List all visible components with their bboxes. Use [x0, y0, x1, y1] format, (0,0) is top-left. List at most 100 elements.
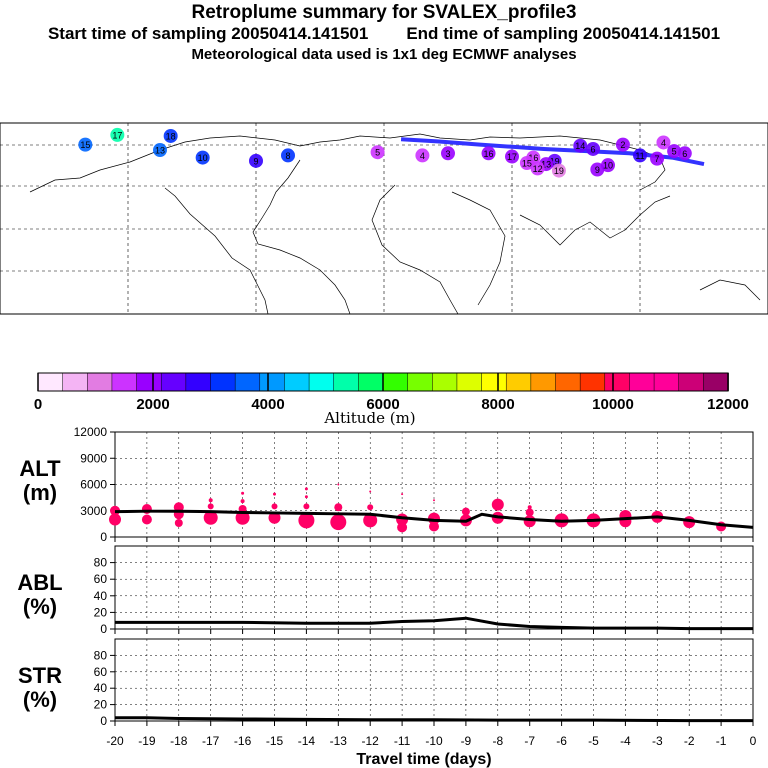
colorbar-cell: [432, 372, 458, 392]
alt-cluster-point: [141, 514, 152, 525]
colorbar-cell: [456, 372, 483, 392]
coastline-asia-south: [519, 195, 671, 246]
panel-ytick-label: 20: [94, 698, 108, 712]
colorbar-cell: [555, 372, 581, 392]
colorbar-cell: [160, 372, 187, 392]
x-tick-label: -3: [652, 734, 663, 748]
x-tick-label: -2: [684, 734, 695, 748]
alt-cluster-point: [367, 504, 374, 511]
map-marker-label: 16: [484, 149, 494, 159]
series-line-abl: [115, 616, 753, 631]
map-marker-label: 3: [445, 149, 450, 159]
series-line-str: [115, 716, 753, 723]
x-tick-label: -10: [425, 734, 443, 748]
map-marker: [677, 146, 692, 161]
map-marker-label: 14: [575, 141, 585, 151]
colorbar-title: Altitude (m): [323, 409, 415, 427]
alt-cluster-point: [401, 493, 404, 496]
panel-ytick-label: 80: [94, 556, 108, 570]
panel-ylabel: ALT: [19, 456, 61, 481]
x-tick-label: -16: [234, 734, 252, 748]
panel-ytick-label: 20: [94, 605, 108, 619]
alt-mean-line: [114, 509, 754, 529]
alt-cluster-point: [525, 508, 534, 517]
colorbar-cell: [579, 372, 606, 392]
map-marker: [650, 151, 665, 166]
map-marker: [615, 137, 630, 152]
map-marker-label: 19: [554, 166, 564, 176]
map-marker: [586, 141, 601, 156]
alt-cluster-point: [235, 510, 250, 525]
map-marker-label: 9: [595, 165, 600, 175]
map-marker: [153, 143, 167, 158]
coastline-africa-west: [371, 184, 459, 315]
map-marker: [415, 148, 430, 163]
panel-ytick-label: 60: [94, 572, 108, 586]
alt-cluster-point: [304, 495, 308, 499]
colorbar-cell: [87, 372, 113, 392]
colorbar-cell: [653, 372, 680, 392]
panel-ytick-label: 0: [100, 622, 107, 636]
alt-cluster-point: [298, 512, 315, 529]
x-tick-label: -20: [106, 734, 124, 748]
alt-cluster-point: [241, 491, 245, 495]
x-tick-label: -6: [556, 734, 567, 748]
alt-cluster-point: [203, 510, 218, 525]
panel-ytick-label: 80: [94, 648, 108, 662]
alt-cluster-point: [303, 503, 310, 510]
x-tick-label: -13: [330, 734, 348, 748]
x-tick-label: -9: [461, 734, 472, 748]
chart-title: Retroplume summary for SVALEX_profile3: [191, 2, 577, 23]
map-marker-label: 5: [672, 147, 677, 157]
alt-cluster-point: [240, 499, 245, 504]
x-tick-label: -19: [138, 734, 156, 748]
map-marker: [110, 127, 125, 142]
map-marker-label: 18: [166, 131, 176, 141]
map-marker: [590, 162, 605, 177]
map-marker-label: 8: [285, 151, 290, 161]
panel-ytick-label: 9000: [80, 451, 107, 465]
end-time-label: End time of sampling 20050414.141501: [406, 24, 721, 43]
colorbar-cell: [382, 372, 409, 392]
map-marker-label: 5: [375, 148, 380, 158]
alt-cluster-point: [433, 499, 435, 502]
map-marker-label: 16: [528, 153, 538, 163]
alt-cluster-point: [369, 490, 372, 493]
colorbar-tick-label: 2000: [136, 396, 169, 413]
x-tick-label: -15: [266, 734, 284, 748]
panel-str: 0 20 40 60 80 STR(%): [18, 638, 754, 728]
map-marker: [667, 144, 682, 159]
map-marker-label: 4: [420, 151, 425, 161]
colorbar-cell: [185, 372, 212, 392]
colorbar-cell: [37, 372, 64, 392]
colorbar-cell: [604, 372, 631, 392]
map-marker-label: 10: [603, 161, 613, 171]
alt-cluster-point: [334, 503, 343, 512]
colorbar-cell: [358, 372, 384, 392]
colorbar-cell: [703, 372, 729, 392]
alt-cluster-point: [268, 511, 281, 524]
map-marker-label: 2: [620, 140, 625, 150]
colorbar-cell: [234, 372, 261, 392]
met-data-label: Meteorological data used is 1x1 deg ECMW…: [191, 46, 577, 63]
colorbar-cell: [284, 372, 310, 392]
map-marker-label: 13: [155, 146, 165, 156]
map-marker-label: 13: [541, 160, 551, 170]
map-marker: [441, 146, 455, 161]
colorbar-tick-label: 4000: [251, 396, 284, 413]
coastline-africa-east: [451, 191, 506, 306]
colorbar-tick-label: 6000: [366, 396, 399, 413]
map-marker: [551, 163, 566, 178]
x-tick-label: -17: [202, 734, 220, 748]
colorbar-cell: [62, 372, 89, 392]
colorbar-cell: [505, 372, 532, 392]
x-tick-label: -18: [170, 734, 188, 748]
x-tick-label: -12: [362, 734, 380, 748]
map-marker-label: 19: [550, 156, 560, 166]
map-marker: [633, 148, 647, 163]
alt-cluster-point: [523, 515, 536, 528]
map-marker: [601, 158, 615, 173]
